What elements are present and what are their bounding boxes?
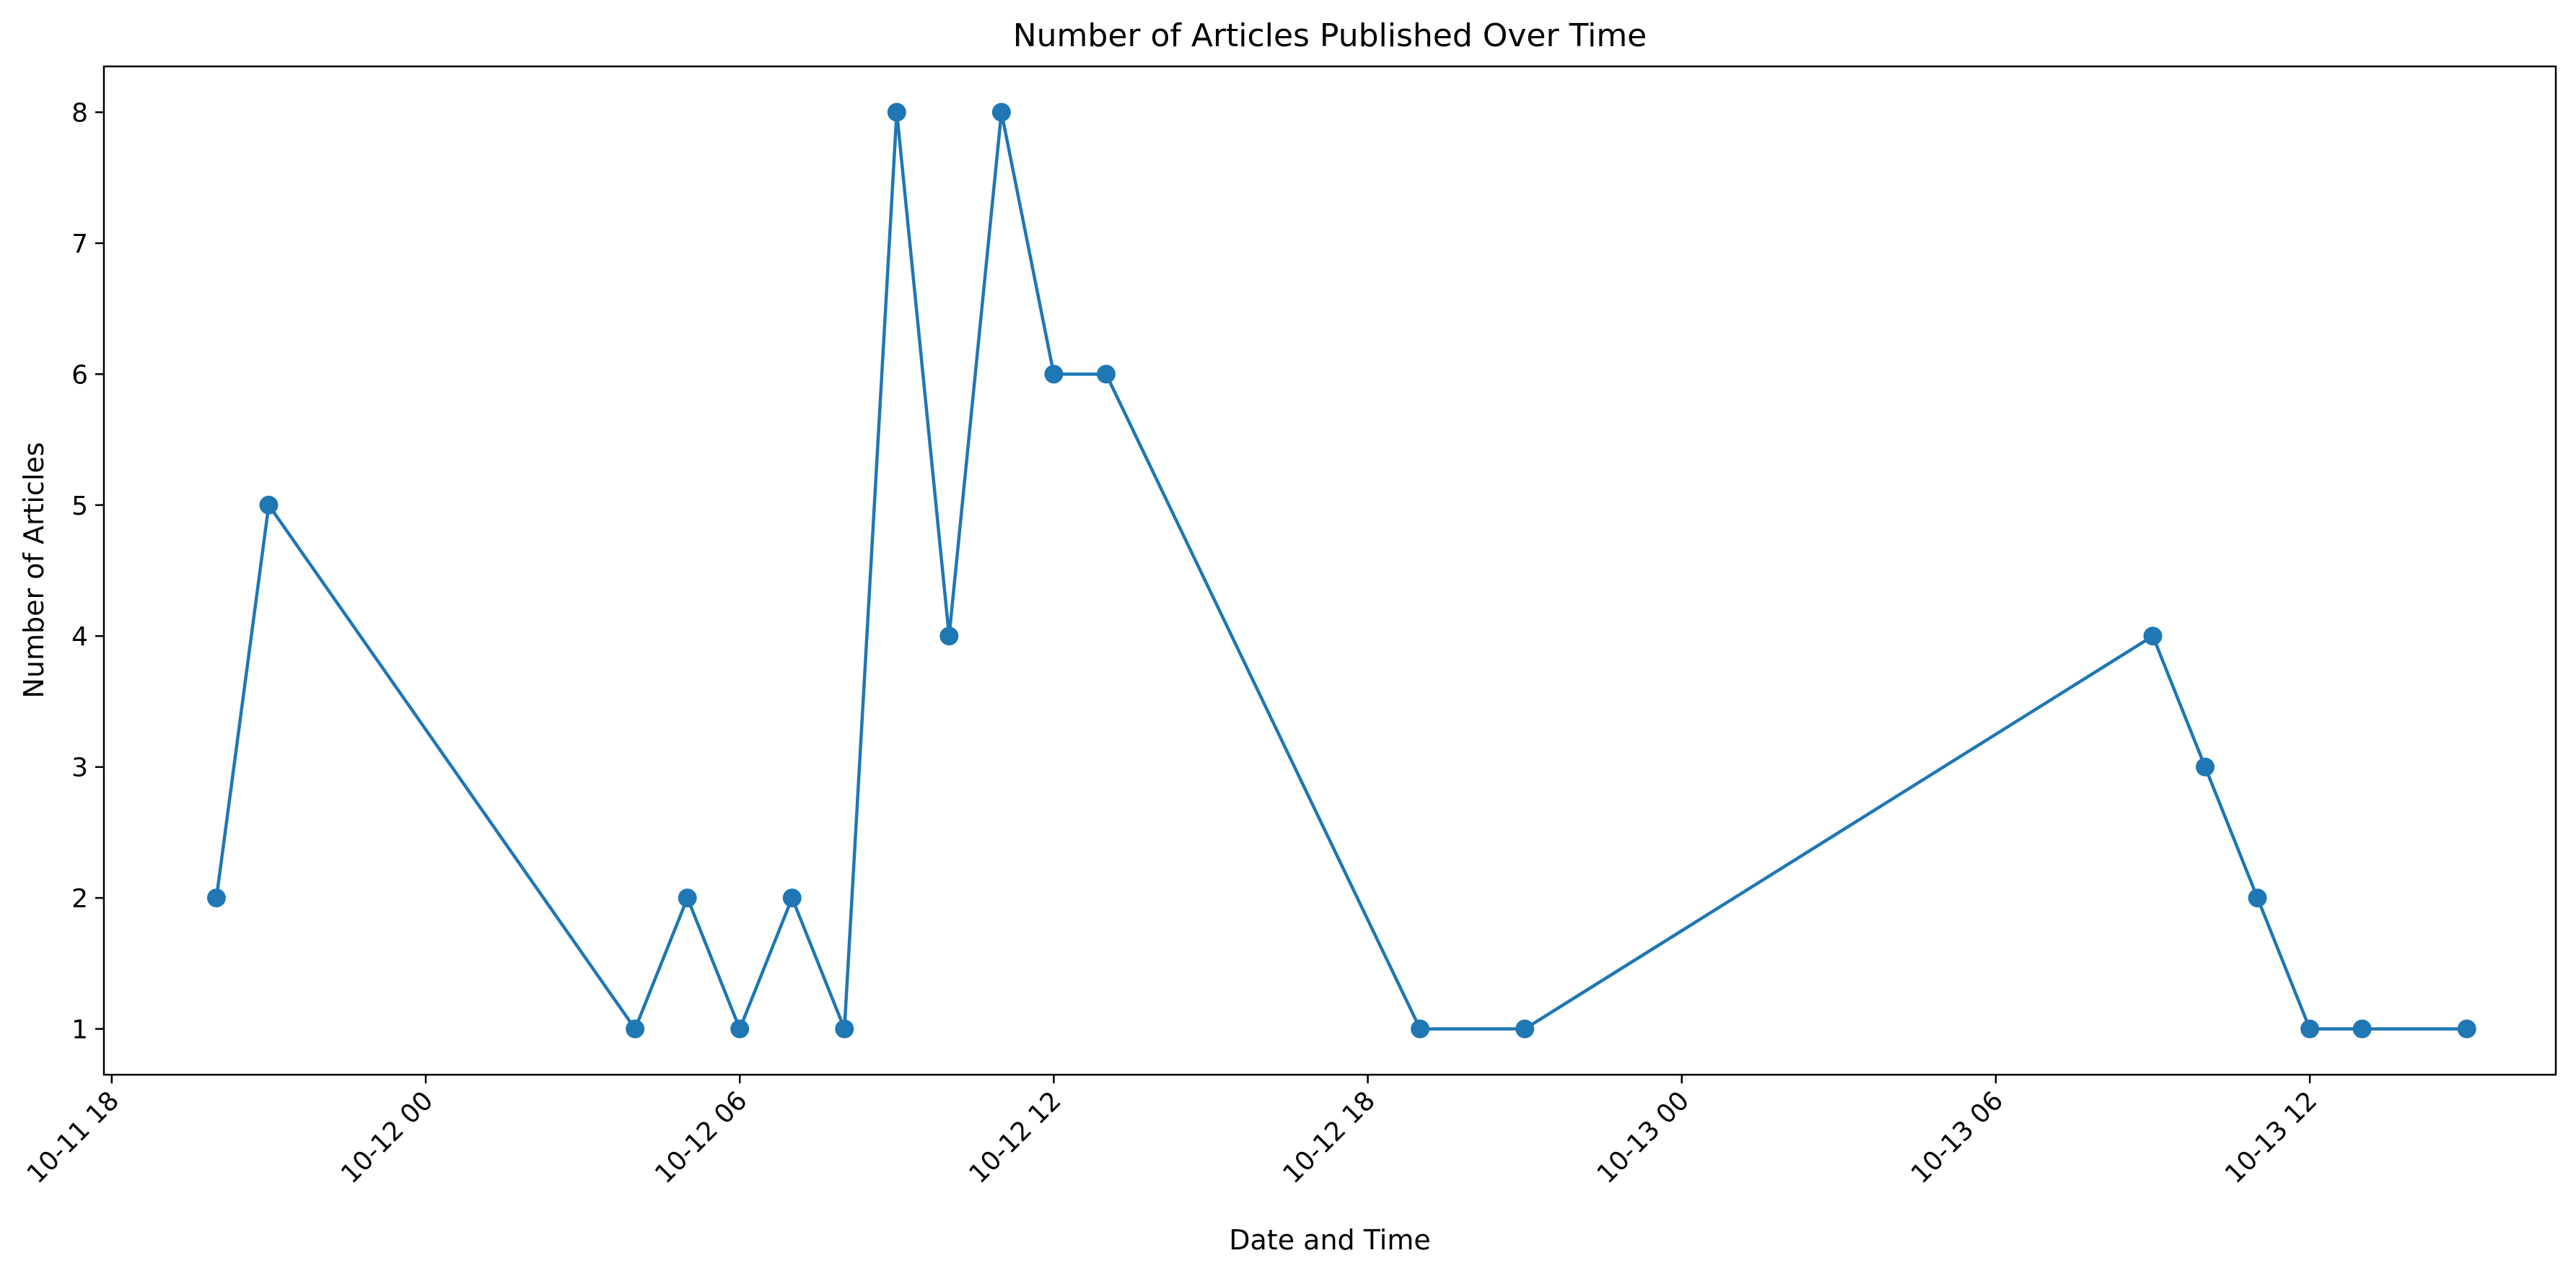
- data-point: [2196, 757, 2215, 777]
- data-point: [678, 889, 697, 908]
- data-point: [782, 889, 802, 908]
- data-point: [991, 102, 1011, 122]
- y-tick-label: 5: [71, 492, 88, 521]
- data-point: [2248, 889, 2267, 908]
- data-point: [2457, 1019, 2476, 1039]
- series-layer: [206, 102, 2476, 1039]
- data-point: [206, 889, 226, 908]
- data-point: [1515, 1019, 1535, 1039]
- chart-title: Number of Articles Published Over Time: [1013, 17, 1647, 54]
- data-point: [626, 1019, 645, 1039]
- data-point: [259, 495, 279, 515]
- y-tick-label: 2: [71, 884, 88, 914]
- series-line: [214, 110, 2467, 1031]
- data-point: [2300, 1019, 2320, 1039]
- y-tick-label: 3: [71, 754, 88, 783]
- y-axis: 1 2 3 4 5 6 7 8: [71, 99, 104, 1045]
- plot-area: [102, 65, 2557, 1076]
- data-point: [1096, 365, 1116, 384]
- y-tick-label: 8: [71, 99, 88, 128]
- data-point: [730, 1019, 750, 1039]
- y-axis-label: Number of Articles: [18, 442, 50, 698]
- y-tick-label: 4: [71, 622, 88, 652]
- data-point: [2143, 627, 2163, 646]
- axes-frame: [102, 65, 2557, 1076]
- x-axis-label: Date and Time: [1229, 1224, 1430, 1256]
- data-point: [1411, 1019, 1430, 1039]
- y-tick-label: 7: [71, 230, 88, 259]
- y-tick-label: 6: [71, 360, 88, 390]
- data-point: [939, 627, 959, 646]
- data-point: [1044, 365, 1064, 384]
- data-point: [887, 102, 906, 122]
- data-point: [835, 1019, 854, 1039]
- y-tick-label: 1: [71, 1016, 88, 1045]
- data-point: [2352, 1019, 2372, 1039]
